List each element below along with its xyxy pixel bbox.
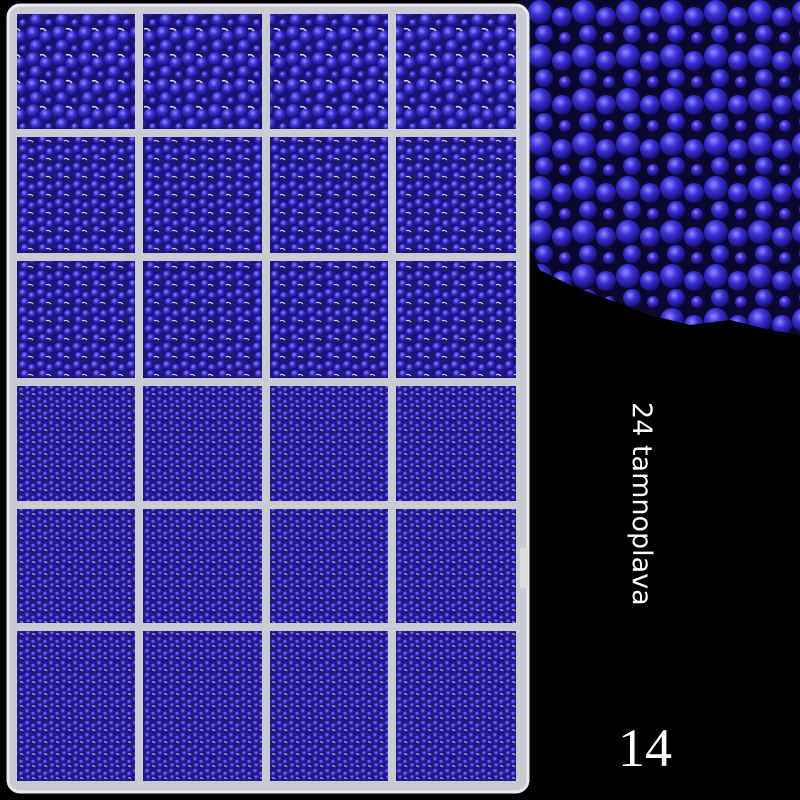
color-label: 24 tamnoplava — [626, 402, 657, 606]
loose-rhinestones — [520, 0, 800, 335]
tray-compartments — [17, 14, 516, 781]
tray-latch — [520, 548, 528, 588]
product-number: 14 — [618, 718, 672, 778]
